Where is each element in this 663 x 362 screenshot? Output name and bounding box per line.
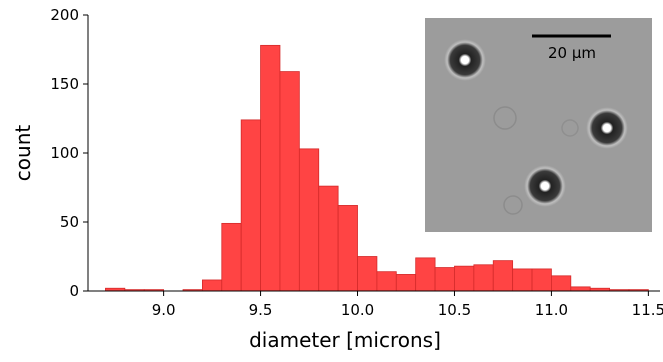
bar	[280, 72, 299, 291]
y-tick-label: 150	[50, 75, 79, 93]
y-tick-label: 50	[60, 213, 79, 231]
chart: 0 50 100 150 200 9.0 9.5 10.0 10.5 11.0 11.5 20 µm…	[0, 0, 663, 362]
bar	[493, 261, 512, 291]
x-tick-label: 9.0	[152, 301, 176, 319]
bead	[524, 165, 566, 207]
bar	[319, 186, 338, 291]
bar	[551, 276, 570, 291]
bar	[435, 268, 454, 291]
bead	[444, 39, 486, 81]
x-tick-label: 9.5	[249, 301, 273, 319]
bar	[474, 265, 493, 291]
x-axis-label: diameter [microns]	[249, 328, 441, 352]
bar	[396, 274, 415, 291]
bar	[261, 45, 280, 291]
x-tick-label: 10.0	[341, 301, 374, 319]
x-tick-label: 11.0	[535, 301, 568, 319]
bar	[416, 258, 435, 291]
x-tick-label: 10.5	[438, 301, 471, 319]
y-axis-label: count	[11, 125, 35, 182]
y-tick-label: 100	[50, 144, 79, 162]
bar	[532, 269, 551, 291]
bar	[338, 205, 357, 291]
y-tick-label: 0	[69, 282, 79, 300]
x-tick-label: 11.5	[632, 301, 663, 319]
bar	[299, 149, 318, 291]
y-tick-label: 200	[50, 6, 79, 24]
bar	[202, 280, 221, 291]
scale-label: 20 µm	[548, 44, 596, 62]
bar	[241, 120, 260, 291]
bar	[513, 269, 532, 291]
bar	[222, 223, 241, 291]
bar	[358, 257, 377, 292]
bar	[454, 266, 473, 291]
bead	[586, 107, 628, 149]
bar	[571, 287, 590, 291]
inset-image: 20 µm	[425, 18, 652, 232]
bar	[377, 272, 396, 291]
